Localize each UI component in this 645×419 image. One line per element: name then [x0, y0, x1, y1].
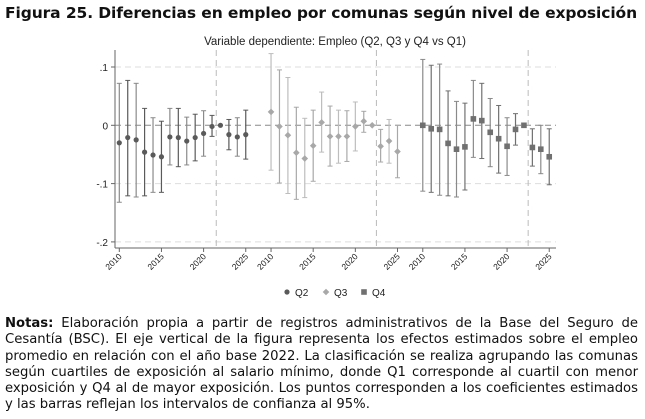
- legend-marker-q3: [322, 288, 330, 296]
- point-q4: [453, 146, 460, 153]
- event-study-chart: Variable dependiente: Empleo (Q2, Q3 y Q…: [96, 36, 556, 299]
- point-q2: [192, 134, 198, 141]
- point-q3: [368, 122, 376, 129]
- point-q2: [209, 123, 215, 130]
- y-tick-label: 0: [102, 121, 108, 132]
- point-q4: [419, 122, 426, 129]
- point-q3: [284, 131, 292, 139]
- legend-label-q2: Q2: [295, 288, 309, 299]
- point-q4: [478, 117, 485, 124]
- point-q3: [360, 117, 368, 125]
- point-q4: [470, 116, 477, 122]
- point-q3: [301, 155, 309, 162]
- point-q4: [462, 144, 468, 150]
- point-q4: [529, 144, 536, 151]
- point-q3: [394, 148, 401, 155]
- figure-title: Figura 25. Diferencias en empleo por com…: [5, 4, 638, 22]
- point-q2: [201, 130, 207, 137]
- x-tick-label: 2020: [188, 251, 209, 272]
- chart-subtitle: Variable dependiente: Empleo (Q2, Q3 y Q…: [204, 36, 466, 48]
- legend-label-q3: Q3: [334, 288, 348, 299]
- point-q3: [343, 133, 351, 140]
- point-q3: [326, 133, 334, 140]
- x-tick-label: 2025: [533, 251, 554, 272]
- point-q3: [352, 123, 359, 130]
- point-q2: [158, 154, 165, 160]
- point-q3: [335, 133, 342, 140]
- point-q2: [116, 140, 122, 146]
- x-tick-label: 2015: [145, 251, 166, 272]
- point-q2: [133, 137, 139, 143]
- point-q3: [377, 142, 384, 150]
- x-tick-label: 2010: [407, 251, 428, 272]
- point-q2: [243, 132, 249, 138]
- point-q4: [487, 129, 494, 136]
- legend-label-q4: Q4: [372, 288, 386, 299]
- notes-label: Notas:: [5, 316, 54, 331]
- point-q2: [217, 122, 224, 128]
- point-q2: [175, 134, 181, 141]
- x-tick-label: 2020: [339, 251, 360, 272]
- x-tick-label: 2015: [449, 251, 470, 272]
- point-q3: [267, 108, 275, 116]
- y-tick-label: -.1: [96, 180, 108, 191]
- x-tick-label: 2025: [230, 251, 251, 272]
- x-tick-label: 2010: [103, 251, 124, 272]
- point-q3: [276, 123, 283, 130]
- point-q2: [167, 134, 173, 140]
- point-q2: [125, 134, 131, 141]
- point-q4: [428, 125, 435, 132]
- point-q4: [512, 126, 519, 133]
- point-q4: [436, 126, 443, 133]
- point-q2: [234, 134, 240, 140]
- point-q4: [546, 153, 553, 160]
- point-q3: [309, 142, 317, 150]
- x-tick-label: 2015: [297, 251, 318, 272]
- notes-text: Elaboración propia a partir de registros…: [5, 316, 638, 413]
- point-q3: [318, 119, 325, 126]
- legend-marker-q2: [284, 289, 290, 295]
- point-q2: [150, 152, 156, 158]
- point-q3: [385, 137, 393, 145]
- point-q4: [495, 135, 502, 142]
- x-tick-label: 2025: [381, 251, 402, 272]
- notes-paragraph: Notas: Elaboración propia a partir de re…: [5, 316, 638, 414]
- point-q2: [184, 138, 190, 144]
- point-q3: [293, 149, 300, 157]
- y-tick-label: .1: [100, 63, 109, 74]
- legend-marker-q4: [361, 289, 367, 295]
- y-tick-label: -.2: [96, 238, 108, 249]
- point-q4: [521, 122, 527, 129]
- x-tick-label: 2010: [255, 251, 276, 272]
- point-q4: [445, 140, 451, 147]
- legend: Q2 Q3 Q4: [284, 288, 386, 299]
- point-q2: [226, 132, 232, 138]
- point-q2: [141, 149, 148, 155]
- point-q4: [538, 146, 544, 153]
- point-q4: [504, 143, 510, 150]
- x-tick-label: 2020: [491, 251, 512, 272]
